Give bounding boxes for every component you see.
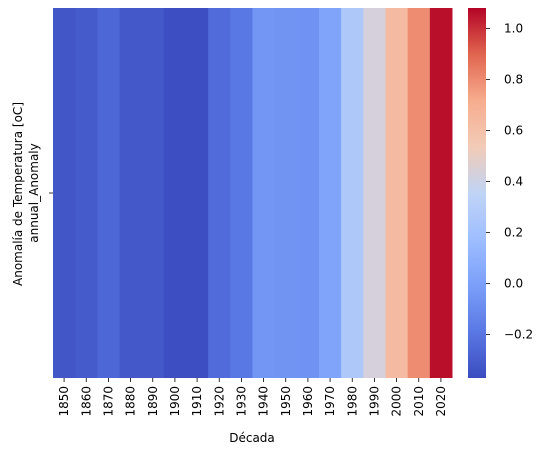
x-tick-label: 1890 [146,386,160,417]
x-tick-label: 1850 [57,386,71,417]
x-tick-label: 1920 [212,386,226,417]
colorbar-tick-label: −0.2 [504,328,533,342]
colorbar-tick-label: 0.0 [504,277,523,291]
colorbar-tick-label: 0.2 [504,226,523,240]
x-tick-label: 1910 [190,386,204,417]
heatmap-cell [230,8,253,378]
heatmap-cell [341,8,364,378]
x-tick-label: 1990 [367,386,381,417]
y-axis-ticks: annual_Anomaly [27,143,53,243]
heatmap-cell [252,8,276,378]
heatmap-cell [119,8,143,378]
heatmap-cell [53,8,76,378]
heatmap-cell [407,8,431,378]
x-axis-label: Década [229,431,275,445]
x-tick-label: 2000 [390,386,404,417]
colorbar-tick-label: 0.4 [504,175,523,189]
heatmap-cell [429,8,453,378]
colorbar-tick-label: 0.8 [504,72,523,86]
colorbar-ticks: −0.2 0.0 0.2 0.4 0.6 0.8 1.0 [486,21,533,342]
heatmap-cell [141,8,165,378]
heatmap-cell [186,8,209,378]
heatmap-cell [97,8,120,378]
x-tick-label: 1870 [101,386,115,417]
x-tick-label: 2020 [434,386,448,417]
x-tick-label: 1880 [124,386,138,417]
heatmap-cell [319,8,342,378]
heatmap-cell [296,8,320,378]
x-tick-label: 1970 [323,386,337,417]
x-tick-label: 1900 [168,386,182,417]
x-tick-label: 1860 [79,386,93,417]
x-axis-ticks: 1850 1860 1870 1880 1890 1900 1910 1920 1930 1940… [57,378,448,417]
colorbar-tick-label: 0.6 [504,123,523,137]
heatmap-cell [385,8,409,378]
heatmap-cell [208,8,231,378]
heatmap-cell [75,8,98,378]
y-tick-label: annual_Anomaly [27,143,41,243]
x-tick-label: 1960 [301,386,315,417]
x-tick-label: 2010 [412,386,426,417]
x-tick-label: 1980 [345,386,359,417]
x-tick-label: 1950 [279,386,293,417]
heatmap-cell [274,8,298,378]
heatmap-cell [363,8,386,378]
y-axis-label: Anomalía de Temperatura [oC] [11,102,25,286]
heatmap-cells [53,8,453,378]
x-tick-label: 1930 [234,386,248,417]
x-tick-label: 1940 [257,386,271,417]
colorbar-tick-label: 1.0 [504,21,523,35]
colorbar [468,8,486,378]
heatmap-cell [163,8,187,378]
